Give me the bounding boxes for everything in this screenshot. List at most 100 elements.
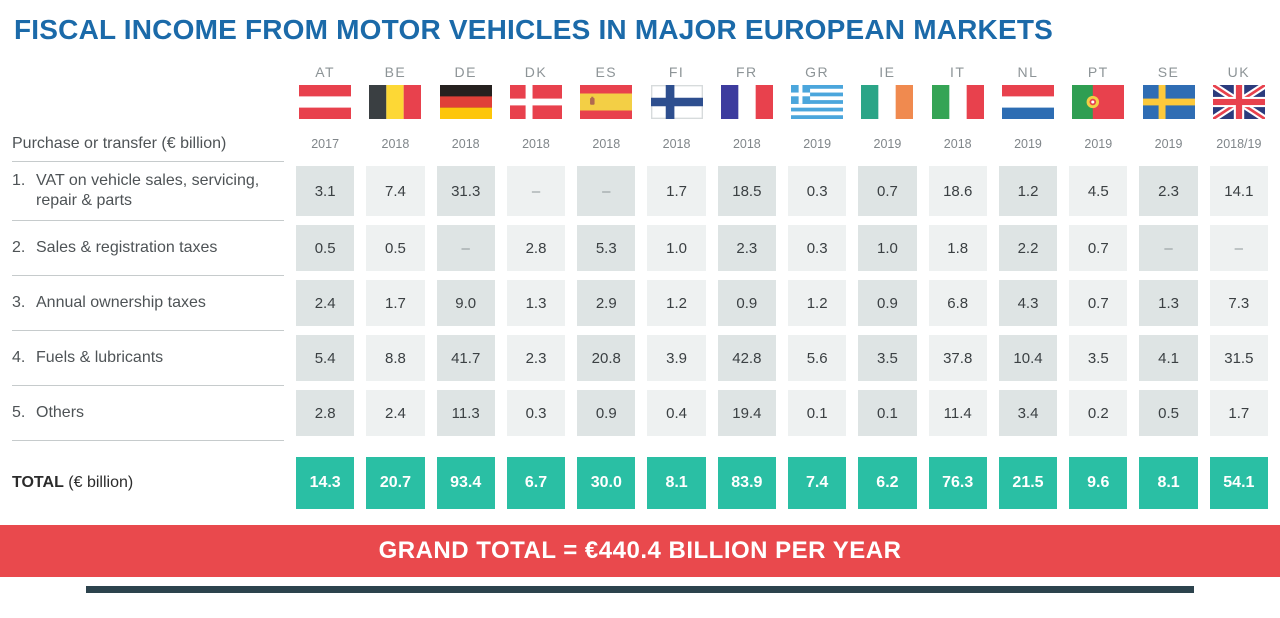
- value-cell: 0.1: [858, 390, 917, 436]
- row-number: 4.: [12, 349, 26, 366]
- value-cell: 0.2: [1069, 390, 1128, 436]
- country-code-be: BE: [384, 64, 407, 80]
- fiscal-income-table: AT BE DE DK ES FI FR GR IE IT NL PT SE UK Purchase or …: [12, 64, 1268, 509]
- table-row: 4. Fuels & lubricants 5.4 8.8 41.7 2.3 20.8 3.9…: [12, 335, 1268, 381]
- year-fr: 2018: [732, 137, 761, 151]
- flag-cell: [296, 85, 354, 119]
- row-divider: [12, 275, 284, 276]
- row-divider: [12, 220, 284, 221]
- value-cell: 0.3: [787, 225, 847, 271]
- value-cell: 1.0: [858, 225, 917, 271]
- year-at: 2017: [311, 137, 340, 151]
- value-cell: –: [506, 166, 566, 216]
- value-cell: 1.7: [1209, 390, 1268, 436]
- value-cell: 11.4: [928, 390, 987, 436]
- value-cell: 0.7: [858, 166, 917, 216]
- value-cell: 2.8: [506, 225, 566, 271]
- value-cell: 31.5: [1209, 335, 1268, 381]
- value-cell: 14.1: [1209, 166, 1268, 216]
- value-cell: 1.0: [647, 225, 706, 271]
- country-code-fr: FR: [736, 64, 758, 80]
- row-label-text: VAT on vehicle sales, servicing, repair …: [36, 172, 260, 209]
- flag-cell: [647, 85, 705, 119]
- value-cell: 1.2: [787, 280, 847, 326]
- value-cell: 2.2: [998, 225, 1058, 271]
- value-cell: 2.4: [366, 390, 425, 436]
- value-cell: 1.3: [506, 280, 566, 326]
- country-code-uk: UK: [1227, 64, 1251, 80]
- year-se: 2019: [1154, 137, 1183, 151]
- footer-strip: [86, 586, 1194, 593]
- infographic-title: FISCAL INCOME FROM MOTOR VEHICLES IN MAJ…: [14, 14, 1054, 45]
- row-label-text: Fuels & lubricants: [36, 349, 164, 366]
- total-label-rest: (€ billion): [63, 474, 134, 491]
- value-cell: 0.7: [1069, 280, 1128, 326]
- total-cell: 8.1: [1139, 457, 1198, 509]
- value-cell: 1.2: [647, 280, 706, 326]
- value-cell: 0.9: [858, 280, 917, 326]
- value-cell: 2.4: [296, 280, 355, 326]
- value-cell: 1.2: [998, 166, 1058, 216]
- total-label: TOTAL (€ billion): [12, 474, 284, 492]
- value-cell: 2.8: [296, 390, 355, 436]
- country-code-ie: IE: [879, 64, 896, 80]
- value-cell: 3.9: [647, 335, 706, 381]
- country-code-nl: NL: [1017, 64, 1039, 80]
- country-code-gr: GR: [805, 64, 830, 80]
- country-code-at: AT: [315, 64, 336, 80]
- flag-es-icon: [580, 85, 633, 119]
- total-cell: 14.3: [296, 457, 355, 509]
- table-row: TOTAL (€ billion) 14.3 20.7 93.4 6.7 30.0 8.1 8…: [12, 457, 1268, 509]
- flag-nl-icon: [1001, 85, 1054, 119]
- value-cell: 5.6: [787, 335, 847, 381]
- value-cell: 3.5: [1069, 335, 1128, 381]
- value-cell: 42.8: [717, 335, 776, 381]
- year-dk: 2018: [522, 137, 550, 151]
- flag-de-icon: [439, 85, 492, 119]
- value-cell: 41.7: [436, 335, 495, 381]
- flag-cell: [718, 85, 776, 119]
- total-cell: 54.1: [1209, 457, 1268, 509]
- value-cell: 1.8: [928, 225, 987, 271]
- row-number: 1.: [12, 172, 26, 189]
- value-cell: –: [1139, 225, 1198, 271]
- year-es: 2018: [592, 137, 621, 151]
- flag-cell: [858, 85, 916, 119]
- row-label: 3. Annual ownership taxes: [12, 293, 284, 313]
- flag-cell: [1069, 85, 1127, 119]
- flag-cell: [999, 85, 1057, 119]
- flag-cell: [788, 85, 846, 119]
- table-row: 3. Annual ownership taxes 2.4 1.7 9.0 1.3 2.9 1…: [12, 280, 1268, 326]
- total-cell: 6.2: [858, 457, 917, 509]
- total-cell: 20.7: [366, 457, 425, 509]
- grand-total-banner: GRAND TOTAL = €440.4 BILLION PER YEAR: [0, 525, 1280, 577]
- total-cell: 8.1: [647, 457, 706, 509]
- country-code-es: ES: [595, 64, 618, 80]
- year-de: 2018: [451, 137, 480, 151]
- row-number: 5.: [12, 404, 26, 421]
- row-label-text: Annual ownership taxes: [36, 294, 206, 311]
- flag-be-icon: [369, 85, 422, 119]
- year-pt: 2019: [1084, 137, 1113, 151]
- table-row: [12, 85, 1268, 119]
- flag-dk-icon: [509, 85, 562, 119]
- total-cell: 21.5: [998, 457, 1058, 509]
- value-cell: 4.3: [998, 280, 1058, 326]
- total-cell: 6.7: [506, 457, 566, 509]
- row-label: 1. VAT on vehicle sales, servicing, repai…: [12, 171, 284, 211]
- value-cell: 0.5: [296, 225, 355, 271]
- flag-it-icon: [931, 85, 984, 119]
- value-cell: 18.6: [928, 166, 987, 216]
- value-cell: 0.9: [577, 390, 636, 436]
- table-row: Purchase or transfer (€ billion) 2017 2018…: [12, 131, 1268, 157]
- row-label-text: Others: [36, 404, 85, 421]
- flag-cell: [507, 85, 565, 119]
- value-cell: 0.3: [787, 166, 847, 216]
- country-code-pt: PT: [1087, 64, 1109, 80]
- flag-ie-icon: [861, 85, 914, 119]
- value-cell: 4.1: [1139, 335, 1198, 381]
- total-cell: 83.9: [717, 457, 776, 509]
- value-cell: 0.1: [787, 390, 847, 436]
- country-code-se: SE: [1157, 64, 1180, 80]
- value-cell: 37.8: [928, 335, 987, 381]
